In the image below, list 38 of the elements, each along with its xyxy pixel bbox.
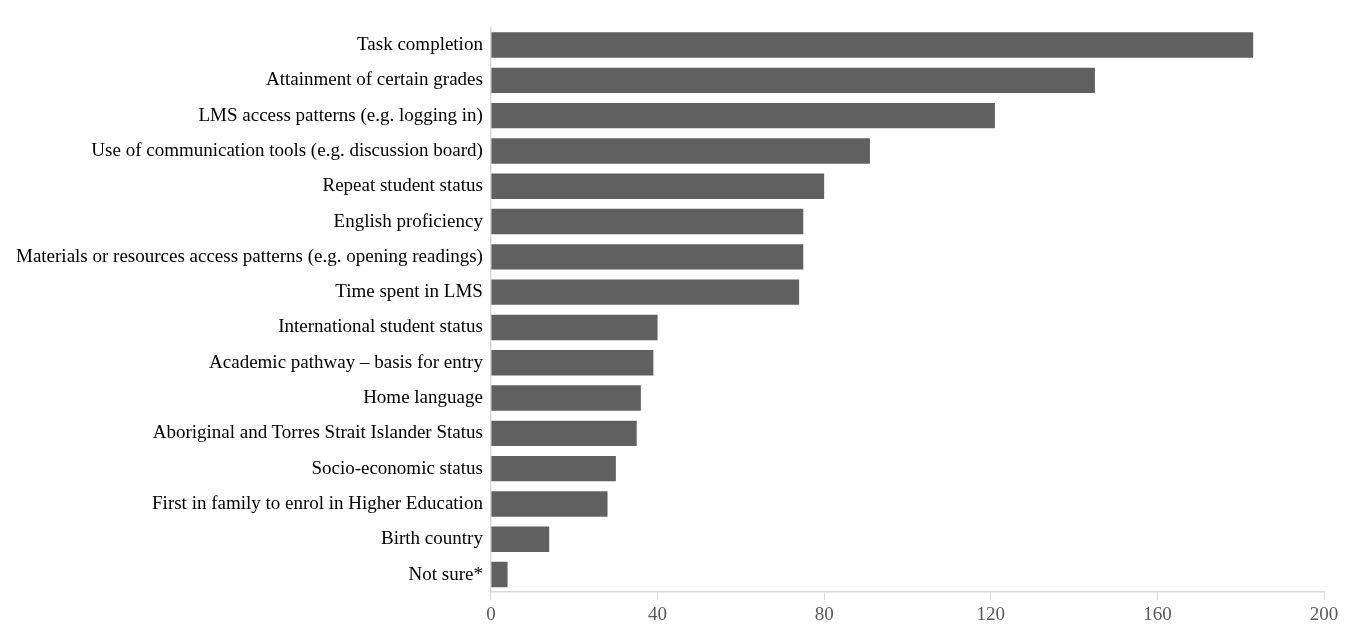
bar <box>491 279 800 305</box>
x-tick-label: 40 <box>648 602 668 624</box>
y-tick-label: Academic pathway – basis for entry <box>209 350 484 372</box>
bar <box>491 526 550 552</box>
y-tick-label: Birth country <box>381 527 484 549</box>
bar <box>491 314 658 341</box>
bar <box>491 138 870 164</box>
x-tick-label: 0 <box>486 602 496 624</box>
y-tick-label: International student status <box>278 315 483 337</box>
bar <box>491 385 641 411</box>
bar <box>491 208 804 235</box>
y-tick-label: Not sure* <box>408 562 483 584</box>
y-tick-label: English proficiency <box>333 209 484 231</box>
y-tick-label: Time spent in LMS <box>335 280 483 302</box>
y-tick-label: LMS access patterns (e.g. logging in) <box>198 103 483 126</box>
bar <box>491 244 804 270</box>
bar <box>491 455 616 482</box>
bar <box>491 420 637 447</box>
y-tick-label: Attainment of certain grades <box>266 68 483 90</box>
bar <box>491 102 995 129</box>
bar <box>491 67 1095 94</box>
y-tick-label: Home language <box>363 386 483 408</box>
x-tick-label: 120 <box>976 602 1006 624</box>
bar <box>491 32 1254 58</box>
x-tick-label: 160 <box>1143 602 1172 624</box>
bar <box>491 173 825 199</box>
y-tick-label: Task completion <box>357 33 484 55</box>
bar <box>491 561 508 588</box>
x-tick-label: 200 <box>1309 602 1339 624</box>
y-tick-label: Materials or resources access patterns (e.g. opening readings) <box>15 244 483 267</box>
y-tick-label: Socio-economic status <box>311 456 483 478</box>
y-tick-label: Aboriginal and Torres Strait Islander Status <box>152 421 483 443</box>
bar <box>491 491 608 517</box>
x-tick-label: 80 <box>814 602 834 624</box>
y-tick-label: Use of communication tools (e.g. discussion board) <box>91 138 483 161</box>
bar <box>491 350 654 376</box>
y-tick-label: Repeat student status <box>322 174 483 196</box>
y-tick-label: First in family to enrol in Higher Education <box>152 491 484 513</box>
